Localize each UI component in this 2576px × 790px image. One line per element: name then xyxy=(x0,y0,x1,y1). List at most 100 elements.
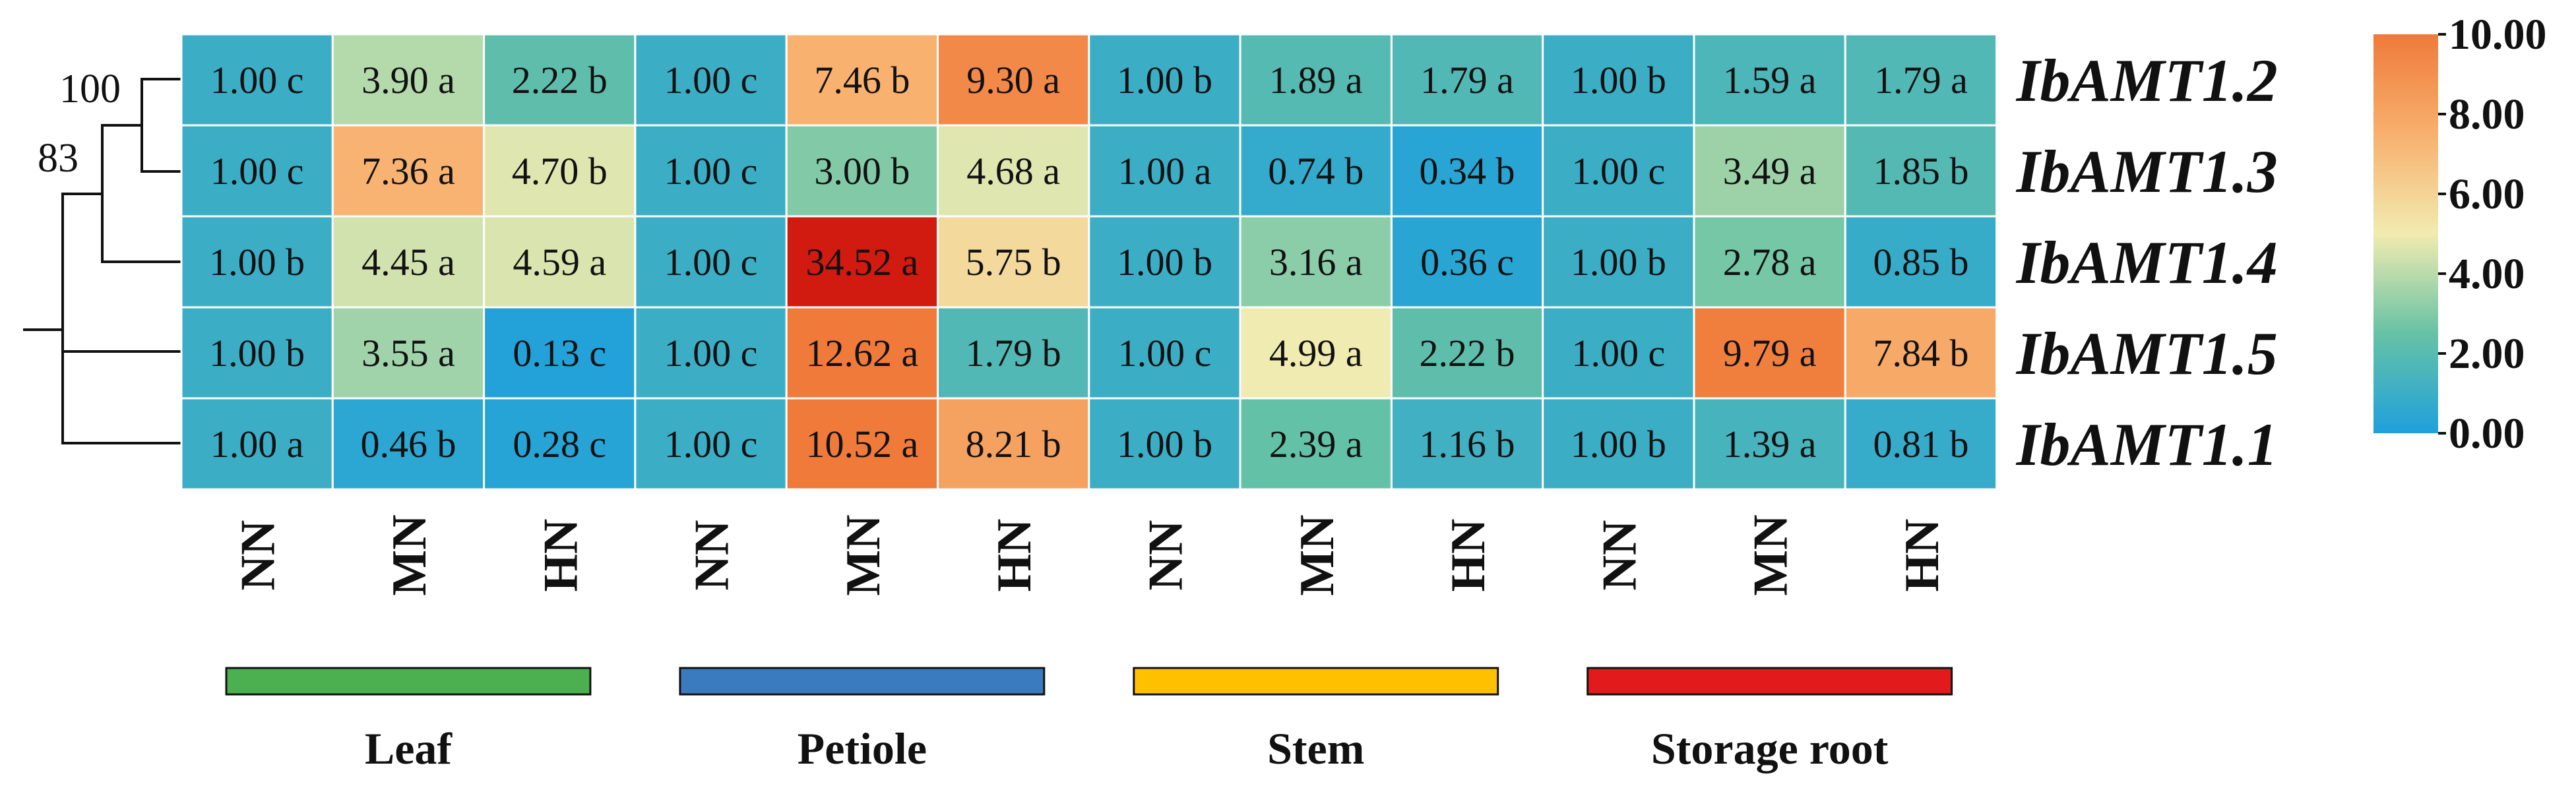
cell-value-label: 0.46 b xyxy=(360,423,456,466)
colorbar-gradient xyxy=(2373,34,2438,433)
bootstrap-label-100: 100 xyxy=(59,67,121,111)
cell-value-label: 8.21 b xyxy=(966,423,1061,466)
heatmap-cell xyxy=(1088,33,1241,127)
heatmap-cell xyxy=(483,397,637,491)
heatmap-cell xyxy=(180,33,334,127)
heatmap-cell xyxy=(1844,397,1998,491)
tree-branch-clade-1-5 xyxy=(61,193,181,353)
heatmap-cell xyxy=(483,33,637,127)
cell-value-label: 9.79 a xyxy=(1723,332,1817,375)
colorbar: 10.00 8.00 6.00 4.00 2.00 0.00 xyxy=(2373,11,2547,458)
cell-value-label: 4.70 b xyxy=(512,150,608,193)
cell-value-label: 3.55 a xyxy=(361,332,455,375)
heatmap-cells: 1.00 c 3.90 a 2.22 b 1.00 c 7.46 b 9.30 a 1.00… xyxy=(180,33,1998,491)
heatmap-cell xyxy=(785,397,939,491)
cell-value-label: 3.49 a xyxy=(1723,150,1817,193)
cell-value-label: 1.79 a xyxy=(1874,59,1968,102)
cell-value-label: 0.74 b xyxy=(1268,150,1364,193)
colorbar-tick-label: 2.00 xyxy=(2449,330,2525,378)
heatmap-cell xyxy=(1542,306,1695,400)
heatmap-cell xyxy=(937,397,1090,491)
cell-value-label: 1.00 c xyxy=(664,59,758,102)
cell-value-label: 4.59 a xyxy=(513,241,606,284)
heatmap-cell xyxy=(180,124,334,218)
heatmap-cell xyxy=(1693,397,1846,491)
column-label: HN xyxy=(534,519,588,592)
heatmap-cell xyxy=(1239,124,1393,218)
heatmap-cell xyxy=(331,215,486,309)
tree-branch-ibamt1-2-1-3 xyxy=(141,78,181,173)
cell-value-label: 2.39 a xyxy=(1269,423,1363,466)
heatmap-cell xyxy=(331,306,486,400)
heatmap-cell xyxy=(1844,215,1998,309)
cell-value-label: 1.00 b xyxy=(209,332,305,375)
column-label: MN xyxy=(383,514,437,595)
group-bar xyxy=(1586,667,1953,696)
group-bar xyxy=(679,667,1046,696)
column-label: NN xyxy=(1592,520,1647,591)
heatmap-cell xyxy=(634,33,788,127)
cell-value-label: 2.22 b xyxy=(1420,332,1515,375)
cell-value-label: 7.84 b xyxy=(1873,332,1968,375)
heatmap-cell xyxy=(1088,397,1241,491)
cell-value-label: 9.30 a xyxy=(966,59,1060,102)
cell-value-label: 0.85 b xyxy=(1873,241,1968,284)
row-label: IbAMT1.2 xyxy=(2016,47,2278,114)
cell-value-label: 1.00 b xyxy=(1117,423,1212,466)
cell-value-label: 1.16 b xyxy=(1420,423,1515,466)
group-bar xyxy=(1133,667,1499,696)
heatmap-cell xyxy=(1542,397,1695,491)
heatmap-cell xyxy=(1693,215,1846,309)
cell-value-label: 1.00 c xyxy=(664,332,758,375)
heatmap-cell xyxy=(634,306,788,400)
heatmap-cell xyxy=(483,124,637,218)
cell-value-label: 1.00 a xyxy=(210,423,304,466)
colorbar-tick-label: 0.00 xyxy=(2449,410,2525,458)
row-label: IbAMT1.4 xyxy=(2016,229,2278,296)
cell-value-label: 1.00 c xyxy=(1118,332,1212,375)
heatmap-cell xyxy=(785,306,939,400)
cell-value-label: 1.00 b xyxy=(1117,59,1212,102)
colorbar-ticks: 10.00 8.00 6.00 4.00 2.00 0.00 xyxy=(2438,11,2547,458)
column-label: NN xyxy=(1139,520,1193,591)
heatmap-cell xyxy=(1542,124,1695,218)
heatmap-cell xyxy=(937,124,1090,218)
colorbar-tick-label: 8.00 xyxy=(2449,90,2525,138)
heatmap-cell xyxy=(937,306,1090,400)
heatmap-cell xyxy=(1390,397,1544,491)
cell-value-label: 1.79 b xyxy=(966,332,1061,375)
group-label: Stem xyxy=(1267,723,1364,774)
cell-value-label: 1.00 c xyxy=(210,150,304,193)
cell-value-label: 2.22 b xyxy=(512,59,608,102)
column-label: MN xyxy=(1290,514,1344,595)
heatmap-cell xyxy=(1844,306,1998,400)
cell-value-label: 1.00 c xyxy=(1571,150,1665,193)
column-label: HN xyxy=(1441,519,1495,592)
cell-value-label: 3.90 a xyxy=(361,59,455,102)
row-label: IbAMT1.1 xyxy=(2016,411,2278,478)
heatmap-cell xyxy=(937,33,1090,127)
group-bar xyxy=(225,667,592,696)
cell-value-label: 4.99 a xyxy=(1269,332,1363,375)
cell-value-label: 1.39 a xyxy=(1723,423,1817,466)
cell-value-label: 1.00 c xyxy=(664,241,758,284)
cell-value-label: 1.00 c xyxy=(1571,332,1665,375)
cell-value-label: 3.00 b xyxy=(814,150,910,193)
dendrogram xyxy=(23,78,181,444)
cell-value-label: 1.79 a xyxy=(1420,59,1514,102)
cell-value-label: 2.78 a xyxy=(1723,241,1817,284)
cell-value-label: 1.89 a xyxy=(1269,59,1363,102)
row-label: IbAMT1.3 xyxy=(2016,138,2278,205)
heatmap-cell xyxy=(331,397,486,491)
bootstrap-label-83: 83 xyxy=(38,136,79,181)
colorbar-tick-label: 10.00 xyxy=(2449,11,2547,59)
heatmap-cell xyxy=(1693,33,1846,127)
cell-value-label: 0.28 c xyxy=(513,423,606,466)
heatmap-cell xyxy=(331,33,486,127)
cell-value-label: 0.36 c xyxy=(1420,241,1514,284)
heatmap-cell xyxy=(1390,215,1544,309)
heatmap-cell xyxy=(331,124,486,218)
cell-value-label: 12.62 a xyxy=(805,332,918,375)
heatmap-cell xyxy=(1844,124,1998,218)
